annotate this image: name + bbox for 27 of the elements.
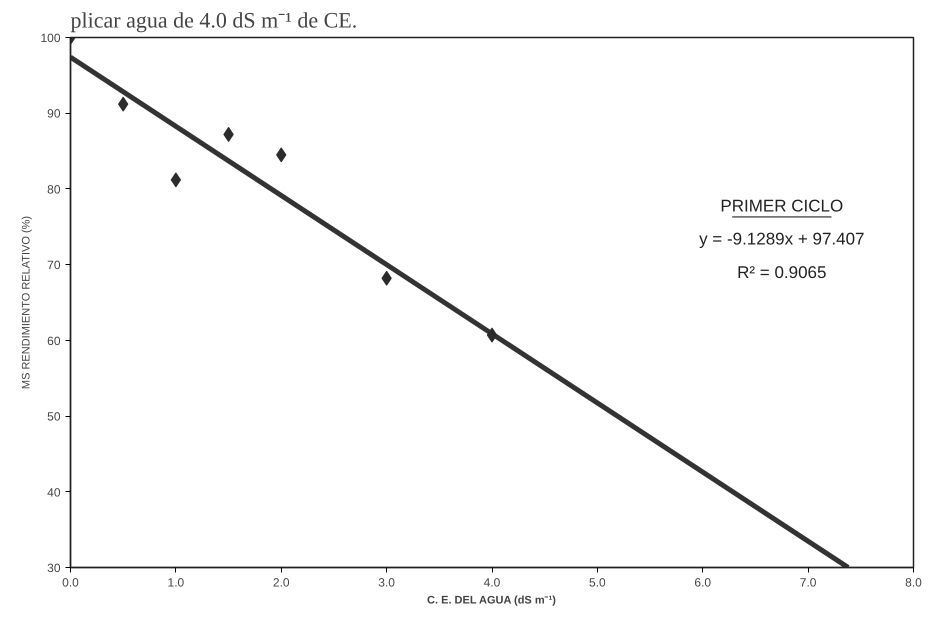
y-tick-label: 50 — [47, 410, 61, 424]
point — [223, 126, 234, 142]
chart-title: plicar agua de 4.0 dS m⁻¹ de CE. — [70, 8, 358, 32]
y-tick-label: 70 — [47, 258, 61, 272]
x-tick-label: 6.0 — [694, 576, 712, 590]
point — [170, 172, 182, 188]
x-tick-label: 0.0 — [62, 576, 80, 590]
x-tick-label: 1.0 — [168, 576, 185, 590]
x-tick-label: 3.0 — [378, 576, 396, 590]
annotation: y = -9.1289x + 97.407 — [699, 230, 864, 249]
point — [381, 270, 392, 286]
y-tick-label: 80 — [47, 182, 61, 196]
y-tick-label: 40 — [47, 485, 61, 500]
x-tick-label: 5.0 — [589, 576, 606, 590]
x-tick-label: 8.0 — [905, 576, 922, 590]
x-tick-label: 2.0 — [272, 576, 290, 590]
point — [486, 328, 498, 343]
x-tick-label: 7.0 — [800, 576, 817, 590]
x-axis-title: C. E. DEL AGUA (dS m⁻¹) — [427, 594, 556, 606]
y-tick-label: 60 — [47, 334, 61, 348]
y-tick-label: 30 — [47, 561, 61, 575]
annotation: PRIMER CICLO — [720, 196, 844, 216]
x-tick-label: 4.0 — [484, 576, 501, 590]
y-axis-title: MS RENDIMIENTO RELATIVO (%) — [20, 216, 32, 390]
y-tick-label: 90 — [47, 106, 61, 121]
annotation: R² = 0.9065 — [737, 263, 826, 282]
y-tick-label: 100 — [40, 31, 61, 45]
